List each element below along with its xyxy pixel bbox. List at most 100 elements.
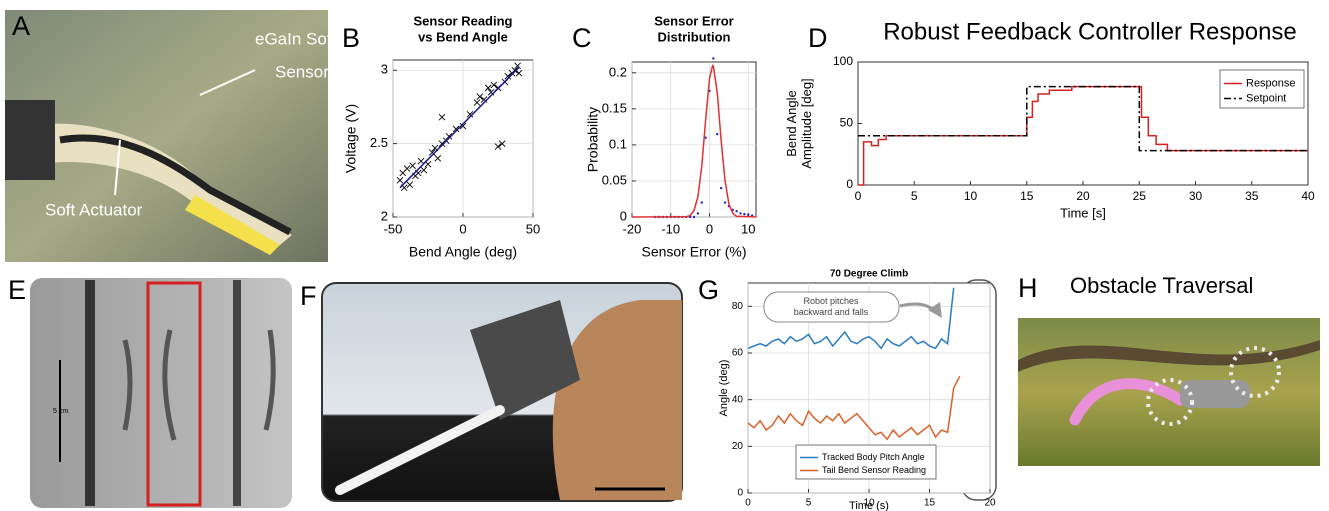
x-tick-label: 0: [855, 189, 862, 203]
panel-label: D: [808, 23, 828, 53]
y-tick-label: 60: [732, 348, 744, 359]
marker: [735, 210, 738, 213]
marker: [716, 132, 719, 136]
legend-label: Setpoint: [1246, 92, 1286, 104]
marker: [494, 143, 502, 150]
chart-text: vs Bend Angle: [418, 29, 508, 44]
plot-area: [631, 61, 757, 218]
photo-label: eGaIn Soft: [255, 29, 337, 48]
marker: [428, 149, 436, 156]
x-tick-label: 10: [964, 189, 978, 203]
chart-text: Sensor Reading: [414, 13, 513, 28]
panel-label: G: [698, 275, 719, 305]
x-tick-label: 30: [1189, 189, 1203, 203]
y-tick-label: 0: [737, 488, 743, 499]
marker: [459, 122, 467, 130]
marker: [514, 62, 521, 70]
x-tick-label: 15: [924, 498, 936, 509]
chart-text: Angle (deg): [718, 360, 730, 417]
marker: [417, 157, 425, 165]
panel-label: B: [342, 23, 360, 53]
y-tick-label: 0: [846, 177, 853, 191]
y-tick-label: 2: [381, 208, 388, 223]
chart-text: Time (s): [849, 500, 889, 511]
photo-label: Soft Actuator: [45, 200, 143, 219]
annotation-arrowhead: [928, 302, 942, 318]
marker: [723, 201, 727, 204]
panel-label: F: [300, 281, 317, 311]
marker: [719, 186, 723, 190]
legend-label: Tracked Body Pitch Angle: [822, 452, 925, 462]
legend-label: Response: [1246, 77, 1296, 89]
panel-label: C: [572, 23, 592, 53]
annotation-box: [763, 291, 900, 323]
y-tick-label: 0: [620, 208, 627, 223]
marker: [739, 212, 742, 215]
panel-label: E: [8, 275, 26, 305]
marker: [409, 162, 416, 169]
marker: [515, 69, 523, 77]
marker: [452, 125, 460, 133]
legend-box: [795, 444, 937, 480]
marker: [743, 212, 746, 216]
chart-text: Amplitude [deg]: [799, 78, 814, 168]
series-line: [747, 375, 961, 441]
marker: [692, 215, 696, 219]
chart-text: Voltage (V): [343, 104, 359, 173]
x-tick-label: -50: [384, 221, 403, 236]
x-tick-label: -20: [623, 221, 642, 236]
marker: [438, 140, 446, 147]
x-tick-label: -10: [661, 221, 680, 236]
marker: [700, 201, 703, 204]
y-tick-label: 80: [732, 301, 744, 312]
marker: [504, 72, 512, 80]
marker: [396, 176, 404, 184]
x-tick-label: 10: [741, 221, 755, 236]
chart-text: Sensor Error (%): [641, 244, 746, 260]
series-line: [858, 85, 1308, 152]
marker: [406, 181, 414, 189]
y-tick-label: 40: [732, 394, 744, 405]
chart-text: Distribution: [658, 29, 731, 44]
panel-label: H: [1018, 273, 1038, 303]
chart-text: Bend Angle: [784, 90, 799, 157]
chart-text: Robust Feedback Controller Response: [883, 18, 1297, 45]
series-line: [858, 85, 1308, 186]
photo-h: [1018, 318, 1320, 466]
x-tick-label: 0: [745, 498, 751, 509]
marker: [438, 113, 446, 121]
series-line: [631, 64, 757, 218]
x-tick-label: 20: [1076, 189, 1090, 203]
x-tick-label: 0: [706, 221, 713, 236]
x-tick-label: 0: [459, 221, 466, 236]
marker: [704, 136, 707, 139]
marker: [473, 99, 481, 106]
y-tick-label: 100: [833, 54, 853, 68]
panel-title: Obstacle Traversal: [1070, 273, 1253, 298]
marker: [420, 166, 428, 174]
photo-e: [30, 278, 292, 508]
legend-label: Tail Bend Sensor Reading: [822, 465, 926, 475]
x-tick-label: 5: [911, 189, 918, 203]
y-tick-label: 0.05: [602, 172, 627, 187]
x-tick-label: 50: [526, 221, 540, 236]
chart-text: backward and falls: [794, 307, 869, 317]
marker: [696, 212, 700, 215]
marker: [445, 132, 453, 140]
x-tick-label: 25: [1133, 189, 1147, 203]
x-tick-label: 10: [863, 498, 875, 509]
marker: [490, 81, 498, 89]
marker: [466, 110, 474, 118]
series-line: [399, 66, 520, 189]
chart-text: Time [s]: [1060, 205, 1106, 220]
marker: [484, 84, 492, 92]
x-tick-label: 20: [984, 498, 996, 509]
scale-label: 5 cm: [53, 408, 68, 415]
marker: [476, 93, 484, 101]
x-tick-label: 35: [1245, 189, 1259, 203]
marker: [434, 154, 442, 162]
y-tick-label: 20: [732, 441, 744, 452]
y-tick-label: 50: [840, 116, 854, 130]
